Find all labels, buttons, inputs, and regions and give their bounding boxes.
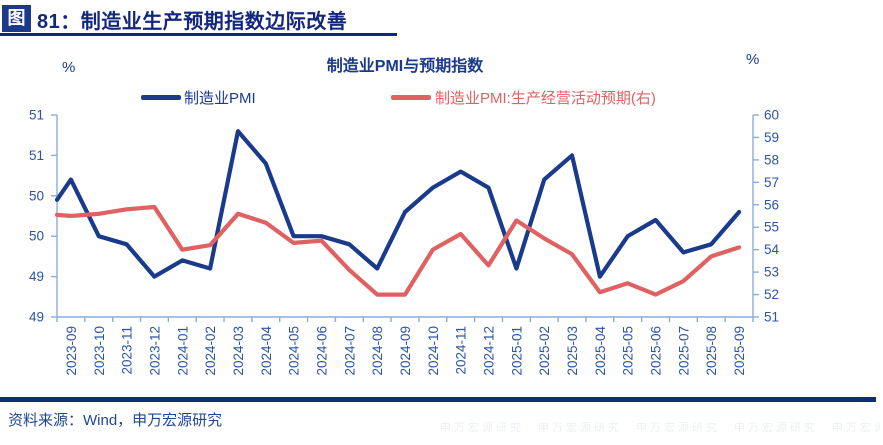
right-axis-tick-label: 52 (764, 287, 779, 302)
x-axis-month-label: 2025-03 (565, 326, 580, 376)
x-axis-month-label: 2023-09 (64, 326, 79, 376)
dual-axis-line-chart: 51 51 50 50 49 49 60 59 58 57 56 55 54 53 52 51 2023-09 2… (29, 108, 780, 376)
x-axis-month-label: 2024-09 (398, 326, 413, 376)
x-axis-month-label: 2024-10 (426, 326, 441, 376)
x-axis-month-label: 2025-09 (732, 326, 747, 376)
right-axis-tick-label: 59 (764, 130, 779, 145)
x-axis-month-label: 2024-04 (259, 326, 274, 376)
series-line-1 (54, 204, 742, 297)
watermark: 申万宏源研究 申万宏源研究 申万宏源研究 申万宏源研究 申万宏源研究 申万宏源研… (440, 422, 880, 434)
x-axis-month-label: 2025-04 (593, 326, 608, 376)
legend-swatch-pmi (141, 95, 181, 100)
x-axis-month-label: 2025-06 (649, 326, 664, 376)
right-axis-tick-label: 56 (764, 197, 779, 212)
left-axis-tick-label: 49 (29, 310, 44, 325)
x-axis-month-label: 2024-11 (454, 326, 469, 375)
right-axis-tick-label: 57 (764, 175, 779, 190)
figure-badge: 图 (2, 5, 31, 32)
x-axis-month-label: 2025-02 (537, 326, 552, 376)
x-axis-month-label: 2024-07 (342, 326, 357, 376)
figure-title: 81：制造业生产预期指数边际改善 (37, 11, 348, 33)
left-axis-tick-label: 50 (29, 188, 44, 203)
left-axis-unit-label: % (62, 59, 76, 76)
x-axis-month-label: 2024-06 (314, 326, 329, 376)
chart-title: 制造业PMI与预期指数 (326, 58, 484, 75)
x-axis-month-label: 2024-08 (370, 326, 385, 376)
right-axis-tick-label: 54 (764, 242, 780, 257)
source-note: 资料来源：Wind，申万宏源研究 (8, 412, 223, 429)
legend-label-expectation: 制造业PMI:生产经营活动预期(右) (435, 90, 656, 107)
x-axis-month-label: 2025-05 (621, 326, 636, 376)
x-axis-month-label: 2023-12 (147, 326, 162, 376)
title-underline (0, 33, 397, 36)
right-axis-tick-label: 51 (764, 310, 779, 325)
legend-swatch-expectation (391, 95, 431, 100)
x-axis-month-label: 2025-01 (509, 326, 524, 376)
x-axis-month-label: 2024-03 (231, 326, 246, 376)
x-axis-month-label: 2023-11 (120, 326, 135, 375)
left-axis-tick-label: 51 (29, 108, 44, 123)
left-axis-tick-label: 50 (29, 229, 44, 244)
x-axis-month-label: 2024-01 (175, 326, 190, 376)
x-axis-month-label: 2023-10 (92, 326, 107, 376)
x-axis-month-label: 2024-05 (287, 326, 302, 376)
legend-label-pmi: 制造业PMI (184, 90, 256, 107)
x-axis-month-label: 2025-07 (676, 326, 691, 376)
left-axis-tick-label: 51 (29, 148, 44, 163)
right-axis-tick-label: 55 (764, 220, 779, 235)
left-axis-tick-label: 49 (29, 269, 44, 284)
x-axis-month-label: 2024-02 (203, 326, 218, 376)
right-axis-tick-label: 58 (764, 152, 779, 167)
right-axis-unit-label: % (746, 51, 760, 68)
x-axis-month-label: 2025-08 (704, 326, 719, 376)
series-line-0 (54, 129, 742, 279)
right-axis-tick-label: 60 (764, 108, 779, 123)
bottom-divider-bar (0, 397, 876, 402)
x-axis-month-label: 2024-12 (482, 326, 497, 376)
right-axis-tick-label: 53 (764, 265, 779, 280)
